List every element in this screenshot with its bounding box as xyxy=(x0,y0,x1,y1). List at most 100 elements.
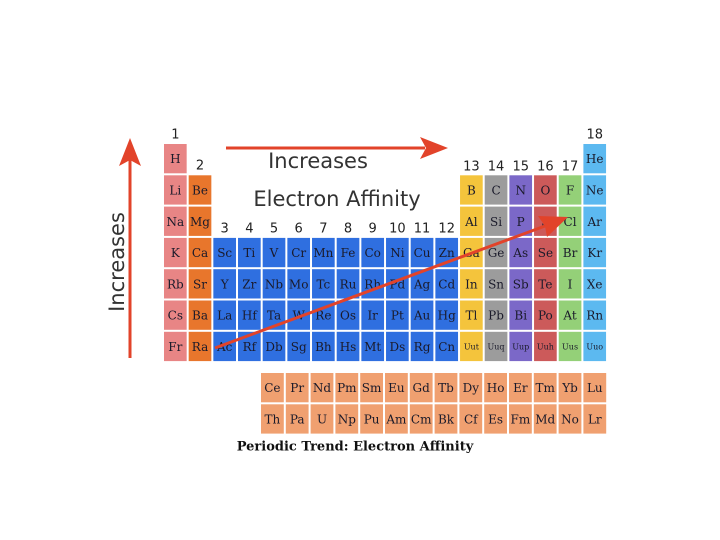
element-cell xyxy=(582,403,608,435)
element-symbol: Ra xyxy=(192,340,208,354)
element-symbol: Pa xyxy=(290,412,305,426)
element-cell xyxy=(286,236,312,269)
element-cell xyxy=(532,372,558,404)
element-symbol: Ti xyxy=(243,246,255,260)
element-symbol: Bk xyxy=(438,412,455,426)
arrow-head xyxy=(420,137,448,159)
element-symbol: Co xyxy=(364,246,380,260)
element-symbol: Ta xyxy=(267,309,281,323)
element-symbol: Ar xyxy=(587,215,603,229)
group-number: 8 xyxy=(344,222,352,237)
group-number: 11 xyxy=(414,222,431,237)
element-cell xyxy=(508,268,534,300)
element-symbol: At xyxy=(562,309,576,323)
element-symbol: Li xyxy=(169,183,181,197)
element-symbol: He xyxy=(586,152,604,166)
element-symbol: Au xyxy=(413,309,431,323)
element-cell xyxy=(335,236,361,269)
element-symbol: Pb xyxy=(488,309,504,323)
element-symbol: Si xyxy=(490,215,502,229)
arrow-head xyxy=(538,216,568,237)
element-cell xyxy=(237,299,262,331)
element-symbol: Ni xyxy=(390,246,405,260)
element-symbol: La xyxy=(217,309,232,323)
element-cell xyxy=(582,205,608,237)
element-symbol: Np xyxy=(338,412,357,426)
element-cell xyxy=(508,174,534,206)
element-cell xyxy=(237,236,262,269)
element-symbol: Zr xyxy=(242,277,256,291)
element-cell xyxy=(434,330,460,363)
heading: Electron Affinity xyxy=(253,187,420,211)
element-symbol: Dy xyxy=(463,381,480,395)
element-symbol: Tl xyxy=(465,309,477,323)
element-cell xyxy=(286,268,312,300)
element-symbol: C xyxy=(491,183,500,197)
element-symbol: Sr xyxy=(193,277,207,291)
element-cell xyxy=(187,205,213,237)
element-cell xyxy=(163,143,188,175)
element-symbol: Ir xyxy=(367,309,378,323)
group-number: 3 xyxy=(221,222,229,237)
element-cell xyxy=(582,372,608,404)
element-cell xyxy=(557,174,583,206)
element-symbol: Na xyxy=(167,215,185,229)
element-symbol: Er xyxy=(513,381,528,395)
arrow-label-top: Increases xyxy=(268,149,368,173)
element-cell xyxy=(360,330,386,363)
arrow-label-side: Increases xyxy=(105,212,129,312)
element-symbol: Re xyxy=(315,309,331,323)
element-cell xyxy=(459,174,484,206)
element-cell xyxy=(532,403,558,435)
arrow-diagonal xyxy=(214,224,546,350)
element-symbol: H xyxy=(170,152,180,166)
element-symbol: Lu xyxy=(587,381,603,395)
caption: Periodic Trend: Electron Affinity xyxy=(237,440,474,455)
element-cell xyxy=(533,268,558,300)
element-cell xyxy=(459,330,484,363)
element-cell xyxy=(483,372,509,404)
element-cell xyxy=(309,372,335,404)
element-symbol: Yb xyxy=(561,381,578,395)
element-cell xyxy=(582,236,608,269)
element-cell xyxy=(212,330,238,363)
group-number: 4 xyxy=(245,222,253,237)
element-symbol: Hs xyxy=(340,340,357,354)
element-symbol: Zn xyxy=(439,246,455,260)
element-cell xyxy=(260,372,285,404)
element-symbol: Kr xyxy=(587,246,602,260)
element-cell xyxy=(212,236,238,269)
element-cell xyxy=(508,236,534,269)
element-cell xyxy=(483,174,509,206)
group-number: 15 xyxy=(512,160,529,175)
element-symbol: Cf xyxy=(464,412,479,426)
element-cell xyxy=(408,403,434,435)
element-symbol: Md xyxy=(535,412,555,426)
element-symbol: Tc xyxy=(316,277,330,291)
element-symbol: In xyxy=(465,277,478,291)
element-cell xyxy=(409,236,435,269)
element-symbol: Nd xyxy=(313,381,332,395)
element-symbol: O xyxy=(540,183,550,197)
element-symbol: Th xyxy=(265,412,281,426)
element-cell xyxy=(163,299,188,331)
element-symbol: Cs xyxy=(168,309,183,323)
element-cell xyxy=(187,299,213,331)
element-cell xyxy=(163,174,188,206)
element-cell xyxy=(433,372,459,404)
element-cell xyxy=(483,268,509,300)
element-symbol: Sb xyxy=(513,277,529,291)
element-symbol: Uup xyxy=(512,342,529,351)
element-cell xyxy=(459,268,484,300)
element-cell xyxy=(483,403,509,435)
element-cell xyxy=(582,330,608,363)
element-cell xyxy=(434,268,460,300)
element-cell xyxy=(483,330,509,363)
element-cell xyxy=(187,236,213,269)
element-cell xyxy=(557,330,583,363)
element-symbol: Cl xyxy=(564,215,577,229)
element-cell xyxy=(311,299,336,331)
element-symbol: Ne xyxy=(586,183,604,197)
arrow-head xyxy=(119,138,141,166)
element-cell xyxy=(334,372,360,404)
